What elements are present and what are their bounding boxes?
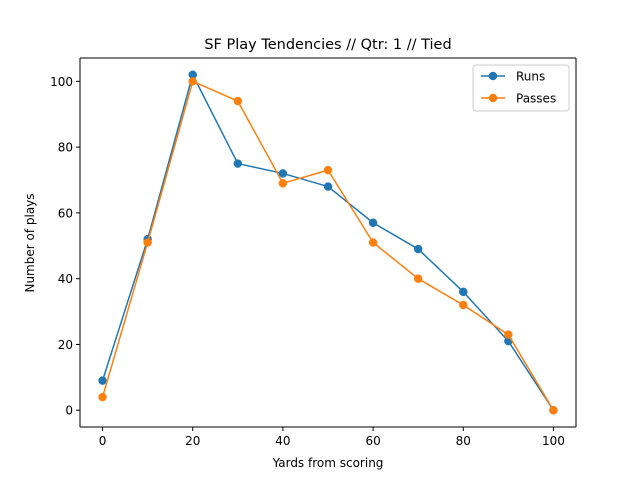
- y-axis-label: Number of plays: [23, 193, 37, 292]
- legend-label-passes: Passes: [516, 92, 556, 106]
- data-point-runs: [413, 244, 423, 254]
- x-tick-label: 60: [365, 434, 380, 448]
- x-tick-label: 80: [456, 434, 471, 448]
- data-point-passes: [278, 179, 288, 188]
- y-tick-label: 100: [50, 75, 73, 89]
- y-tick-label: 80: [58, 141, 73, 155]
- series-passes: [98, 77, 558, 415]
- data-point-passes: [413, 274, 423, 283]
- x-tick-label: 40: [275, 434, 290, 448]
- y-tick-label: 60: [58, 206, 73, 220]
- data-point-runs: [323, 182, 333, 191]
- data-point-passes: [368, 238, 378, 247]
- axis-ticks: 0 20 40 60 80 100 0 20 40 60 80 100: [50, 75, 565, 448]
- data-point-runs: [233, 159, 243, 168]
- data-point-runs: [98, 376, 107, 385]
- x-tick-label: 0: [99, 434, 107, 448]
- data-point-passes: [323, 165, 333, 175]
- data-point-runs: [368, 218, 378, 228]
- data-point-passes: [504, 330, 513, 339]
- legend-marker-runs: [488, 71, 498, 81]
- data-point-runs: [459, 287, 468, 297]
- data-series: [98, 70, 558, 415]
- series-runs: [98, 70, 558, 415]
- data-point-passes: [188, 77, 197, 86]
- data-point-passes: [459, 300, 468, 310]
- legend-marker-passes: [488, 93, 498, 103]
- data-point-passes: [549, 405, 558, 415]
- x-tick-label: 20: [185, 434, 200, 448]
- chart-title: SF Play Tendencies // Qtr: 1 // Tied: [204, 37, 451, 53]
- data-point-passes: [98, 392, 107, 402]
- y-tick-label: 20: [58, 338, 73, 352]
- data-point-runs: [278, 169, 288, 178]
- x-tick-label: 100: [542, 434, 565, 448]
- y-tick-label: 40: [58, 272, 73, 286]
- plot-axes: [79, 57, 577, 428]
- legend-label-runs: Runs: [516, 70, 545, 84]
- data-point-passes: [233, 96, 243, 106]
- y-tick-label: 0: [65, 404, 73, 418]
- data-point-passes: [143, 238, 152, 247]
- legend: Runs Passes: [472, 64, 570, 112]
- x-axis-label: Yards from scoring: [272, 456, 384, 470]
